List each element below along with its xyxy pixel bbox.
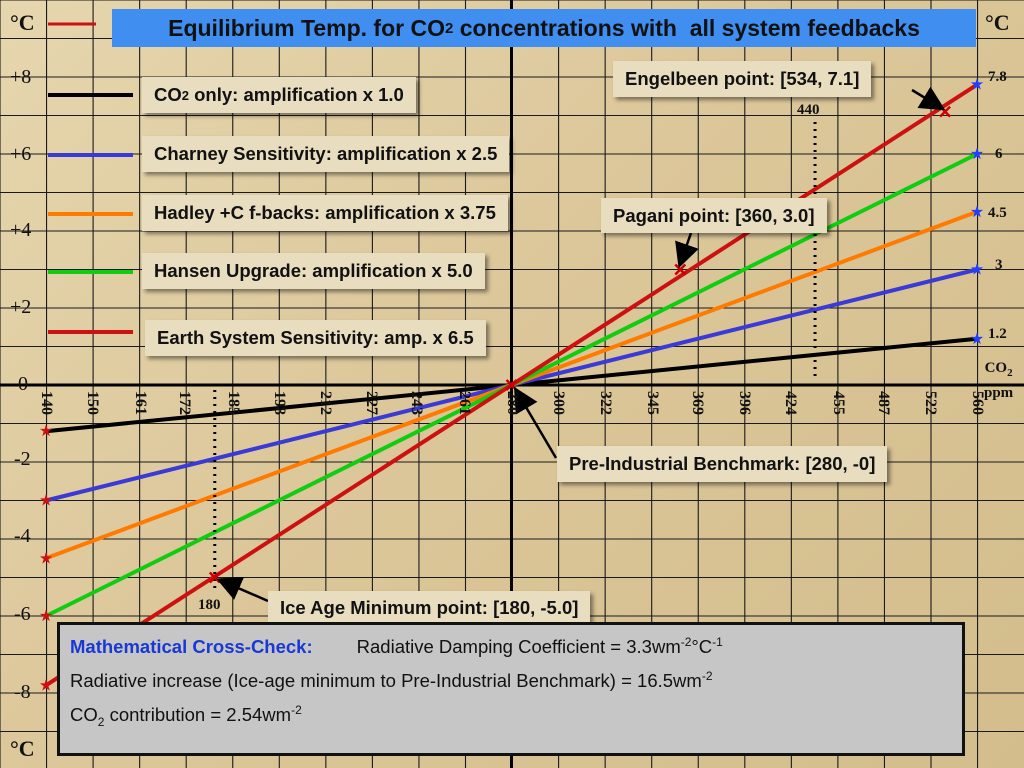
legend-entry-hansen: Hansen Upgrade: amplification x 5.0 [142, 253, 485, 289]
x-tick-label: 243 [408, 391, 426, 415]
y-tick-label: -4 [14, 525, 31, 547]
x-tick-label: 150 [84, 391, 102, 415]
x-tick-label: 455 [829, 391, 847, 415]
y-tick-label: 0 [18, 373, 28, 395]
math-co2-sub: 2 [97, 714, 105, 729]
legend-swatches [48, 22, 133, 334]
math-cross-check-panel: Mathematical Cross-Check: Radiative Dampi… [57, 622, 965, 756]
pagani-annotation: Pagani point: [360, 3.0] [601, 198, 827, 233]
x-tick-label: 396 [736, 391, 754, 415]
math-damping-mid: °C [691, 636, 713, 658]
y-tick-label: -2 [14, 448, 31, 470]
engelbeen-annotation: Engelbeen point: [534, 7.1] [613, 61, 872, 97]
math-row-co2: CO2 contribution = 2.54wm-2 [70, 695, 952, 729]
x-tick-label: 322 [597, 391, 615, 415]
y-unit-top-left: °C [10, 10, 35, 35]
x-tick-label: 369 [688, 391, 706, 415]
y-tick-label: +4 [10, 219, 32, 241]
legend-entry-co2-only: CO 2 only: amplification x 1.0 [142, 77, 416, 113]
y-unit-bottom-left: °C [10, 736, 35, 761]
x-tick-label: 487 [875, 391, 893, 415]
series-end-marker: ★ [39, 606, 53, 625]
legend-label: Earth System Sensitivity: amp. x 6.5 [157, 327, 474, 348]
series-end-label: 1.2 [988, 326, 1007, 342]
title-text-sub: 2 [444, 19, 454, 37]
x-tick-label: 300 [549, 391, 567, 415]
x-tick-label: 185 [225, 391, 243, 415]
math-co2-post: contribution = 2.54wm [104, 704, 292, 726]
math-increase-sup: -2 [701, 669, 713, 683]
reference-label-440: 440 [797, 102, 820, 118]
legend-label-post: only: amplification x 1.0 [188, 84, 404, 105]
x-axis-label: CO2 ppm [984, 358, 1013, 403]
annotation-arrows [216, 86, 946, 603]
math-row-increase: Radiative increase (Ice-age minimum to P… [70, 661, 952, 695]
y-tick-label: +2 [10, 296, 32, 318]
legend-label-sub: 2 [181, 87, 189, 103]
series-end-marker: ★ [970, 329, 984, 348]
x-axis-label-top: CO [984, 360, 1008, 376]
x-tick-label: 227 [362, 391, 380, 415]
y-tick-label: -6 [14, 603, 31, 625]
series-end-label: 3 [995, 257, 1003, 273]
y-unit-top-right: °C [985, 10, 1010, 35]
math-heading: Mathematical Cross-Check: [70, 636, 313, 658]
series-end-label: 4.5 [988, 205, 1007, 221]
series-end-marker: ★ [39, 421, 53, 440]
x-tick-label: 212 [316, 391, 334, 415]
preindustrial-annotation: Pre-Industrial Benchmark: [280, -0] [557, 446, 888, 482]
arrow-pagani [675, 232, 699, 269]
x-tick-label: 261 [456, 391, 474, 415]
y-tick-label: +8 [10, 66, 32, 88]
x-axis-label-sub: 2 [1007, 367, 1013, 379]
legend-label: Hansen Upgrade: amplification x 5.0 [154, 260, 473, 281]
x-axis-label-bottom: ppm [984, 385, 1014, 401]
math-increase-pre: Radiative increase (Ice-age minimum to P… [70, 670, 702, 692]
math-co2-pre: CO [70, 704, 98, 726]
x-tick-label: 161 [131, 391, 149, 415]
legend-label: Hadley +C f-backs: amplification x 3.75 [154, 202, 496, 223]
reference-lines [213, 122, 817, 592]
legend-entry-hadley: Hadley +C f-backs: amplification x 3.75 [142, 195, 508, 231]
legend-label-pre: CO [154, 84, 182, 105]
reference-label-180: 180 [198, 597, 221, 613]
x-tick-label: 172 [176, 391, 194, 415]
title-text-post: concentrations with all system feedbacks [453, 14, 920, 41]
x-tick-label: 140 [38, 391, 55, 415]
x-tick-label: 522 [921, 391, 939, 415]
x-tick-label: 560 [969, 391, 986, 415]
math-damping-sup2: -1 [712, 635, 723, 649]
iceage-annotation: Ice Age Minimum point: [180, -5.0] [268, 591, 591, 625]
series-end-marker: ★ [970, 75, 984, 94]
x-tick-label: 424 [782, 391, 800, 415]
legend-entry-charney: Charney Sensitivity: amplification x 2.5 [142, 136, 510, 172]
arrow-engelbeen [911, 86, 946, 111]
chart-title: Equilibrium Temp. for CO 2 concentrations… [112, 9, 976, 47]
series-end-marker: ★ [39, 548, 53, 567]
math-co2-sup: -2 [291, 703, 302, 717]
arrow-preindustrial [513, 386, 558, 459]
math-damping-pre: Radiative Damping Coefficient = 3.3wm [356, 636, 681, 658]
series-end-marker: ★ [970, 144, 984, 163]
series-end-marker: ★ [970, 260, 984, 279]
arrow-iceage [216, 576, 269, 603]
math-row-damping: Mathematical Cross-Check: Radiative Dampi… [70, 627, 952, 661]
series-end-label: 7.8 [988, 69, 1007, 85]
x-tick-label: 198 [270, 391, 288, 415]
title-text-pre: Equilibrium Temp. for CO [168, 14, 445, 41]
series-end-marker: ★ [39, 675, 53, 694]
x-tick-label: 345 [643, 391, 661, 415]
legend-entry-earth-system: Earth System Sensitivity: amp. x 6.5 [145, 320, 486, 356]
x-tick-label: 280 [503, 391, 521, 415]
series-end-label: 6 [995, 146, 1003, 162]
math-damping-sup1: -2 [680, 635, 692, 649]
y-tick-label: -8 [14, 681, 31, 703]
legend-label: Charney Sensitivity: amplification x 2.5 [154, 143, 498, 164]
y-tick-label: +6 [10, 143, 32, 165]
series-end-marker: ★ [39, 491, 53, 510]
series-end-marker: ★ [970, 202, 984, 221]
